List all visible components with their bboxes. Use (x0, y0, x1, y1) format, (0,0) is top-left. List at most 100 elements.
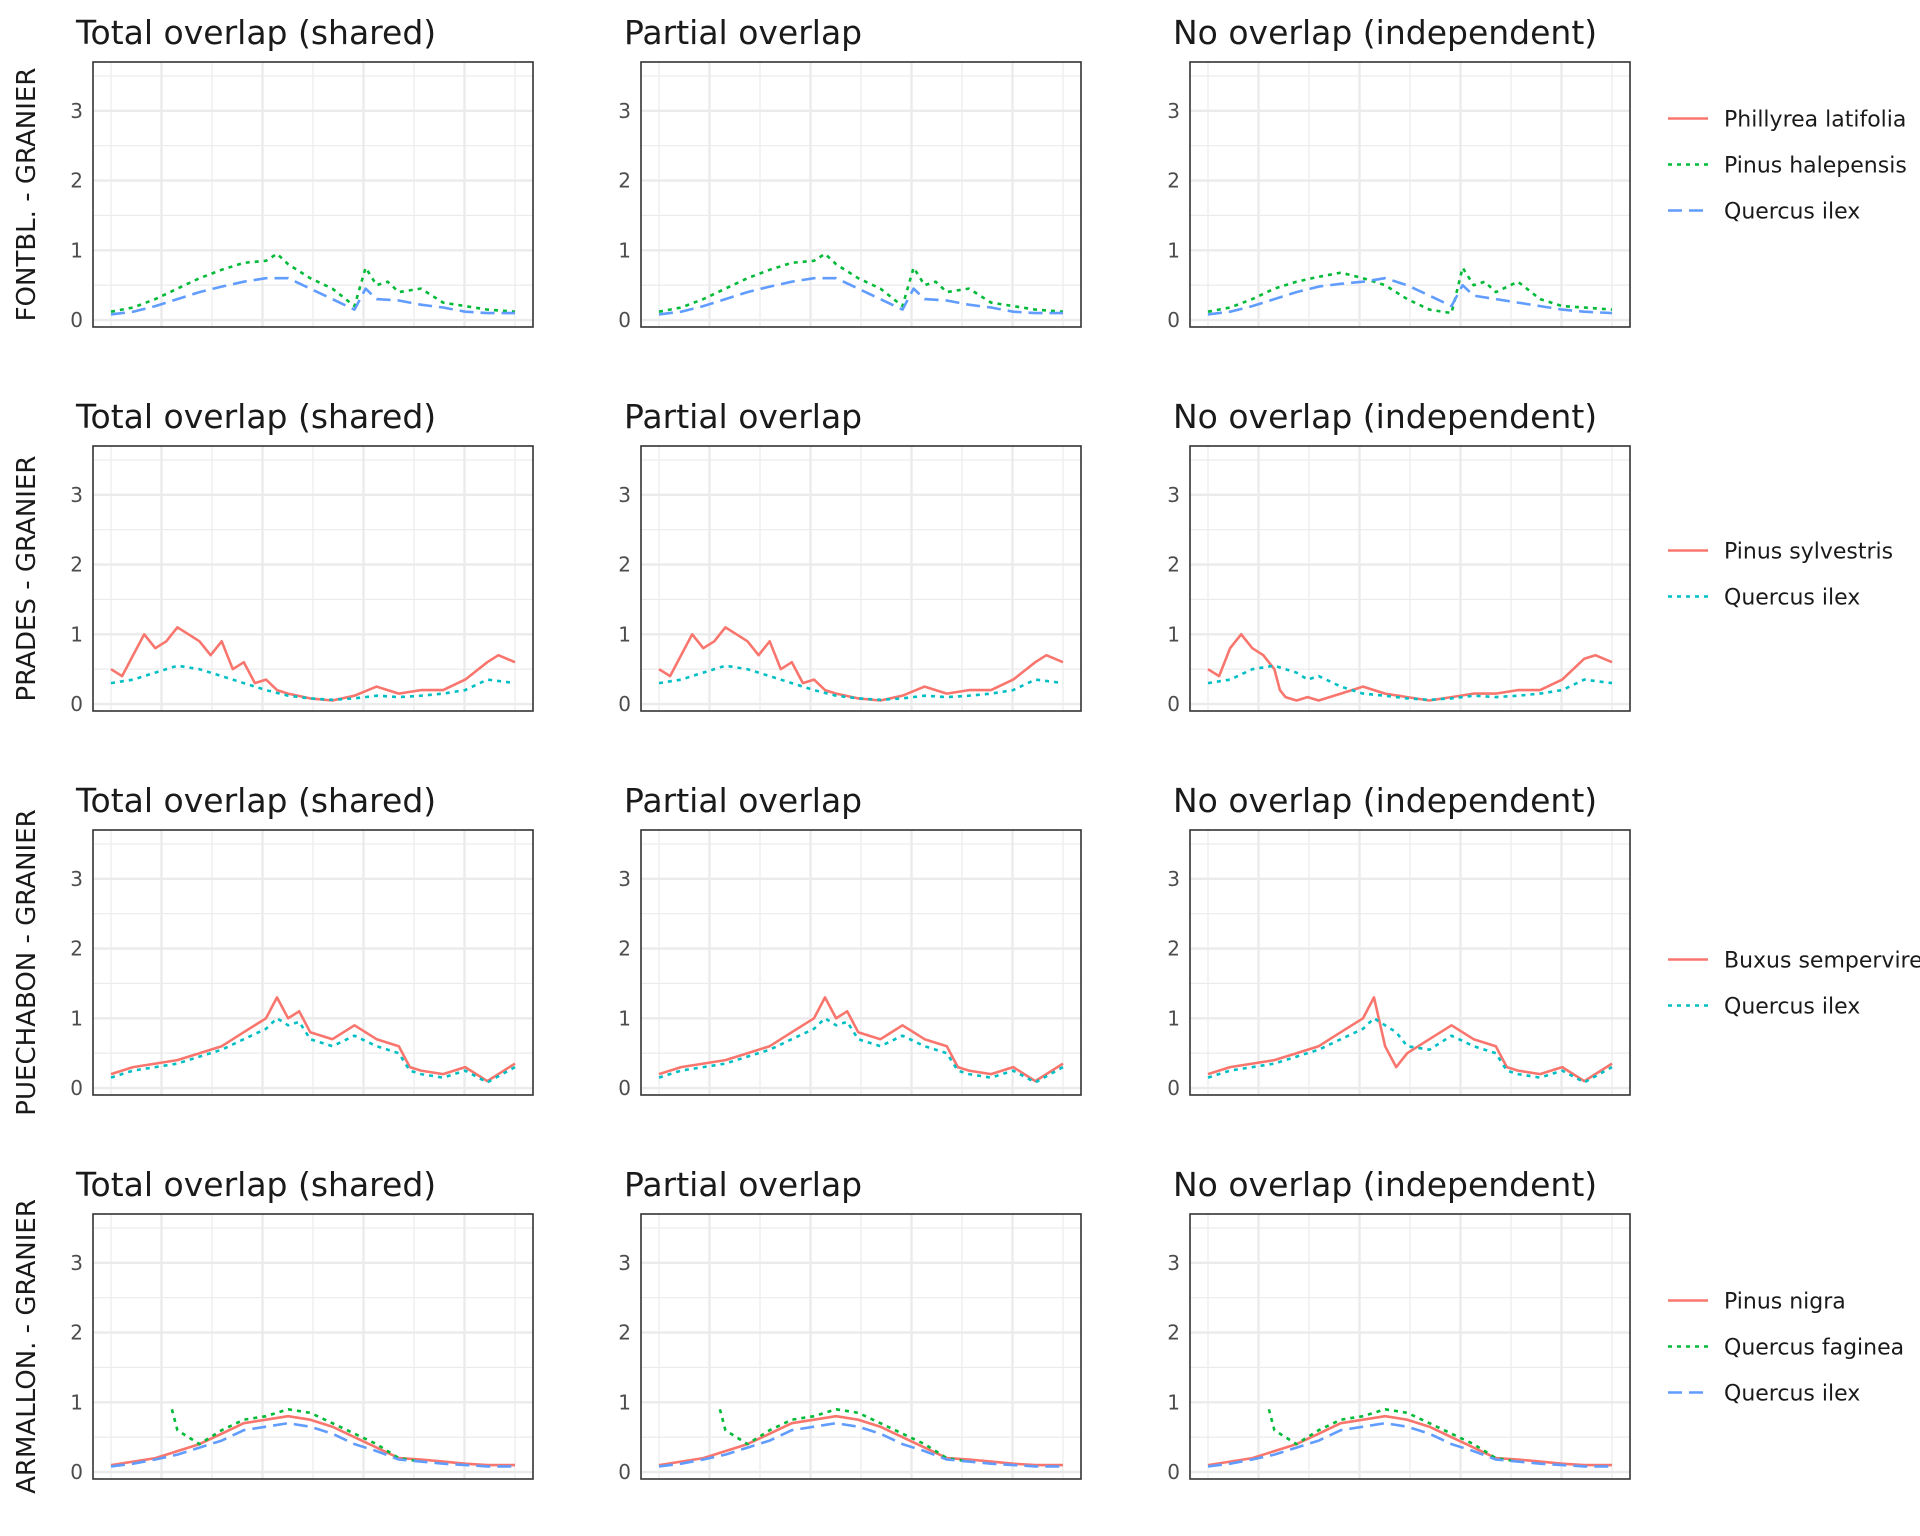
panel-title: Total overlap (shared) (75, 397, 436, 436)
panel-border (1189, 1213, 1631, 1480)
y-tick-label: 2 (618, 1321, 631, 1345)
y-tick-label: 0 (618, 1460, 631, 1484)
y-tick-label: 1 (618, 1006, 631, 1030)
panel-title: Total overlap (shared) (75, 1165, 436, 1204)
series-line (1207, 276, 1613, 316)
legend-label: Pinus nigra (1724, 1290, 1846, 1315)
facet-panel: No overlap (independent) 0 1 2 3 (1167, 13, 1631, 332)
panel-border (640, 61, 1082, 328)
panel-title: No overlap (independent) (1173, 397, 1597, 436)
series-line (1207, 1414, 1612, 1467)
y-tick-label: 1 (1167, 1390, 1180, 1414)
y-tick-label: 0 (618, 308, 631, 332)
panel-border (92, 61, 534, 328)
y-tick-label: 3 (618, 483, 631, 507)
series-line (658, 996, 1064, 1083)
series-line (1207, 996, 1613, 1083)
y-tick-label: 0 (1167, 1076, 1180, 1100)
legend: Buxus sempervirens Quercus ilex (1668, 949, 1920, 1020)
legend-label: Pinus halepensis (1724, 154, 1907, 179)
series-line (658, 1016, 1064, 1084)
facet-panel: Total overlap (shared) 0 1 2 3 (70, 1165, 534, 1484)
panel-border (1189, 445, 1631, 712)
y-tick-label: 1 (618, 622, 631, 646)
y-tick-label: 2 (618, 553, 631, 577)
y-tick-label: 3 (1167, 867, 1180, 891)
y-tick-label: 0 (70, 692, 83, 716)
series-line (110, 276, 515, 316)
legend-label: Phillyrea latifolia (1724, 108, 1906, 133)
y-tick-label: 0 (70, 1460, 83, 1484)
y-tick-label: 1 (1167, 622, 1180, 646)
y-tick-label: 1 (70, 238, 83, 262)
y-tick-label: 1 (70, 1390, 83, 1414)
y-tick-label: 3 (70, 99, 83, 123)
panel-border (1189, 61, 1631, 328)
legend: Phillyrea latifolia Pinus halepensis Querc… (1668, 108, 1907, 225)
y-tick-label: 3 (618, 867, 631, 891)
series-line (658, 252, 1064, 313)
series-line (718, 1408, 970, 1463)
panel-border (640, 445, 1082, 712)
row-label: ARMALLON. - GRANIER (12, 1199, 42, 1494)
series-line (110, 252, 516, 313)
y-tick-label: 0 (618, 1076, 631, 1100)
series-line (170, 1408, 422, 1463)
panel-border (640, 1213, 1082, 1480)
panel-border (1189, 829, 1631, 1096)
facet-panel: No overlap (independent) 0 1 2 3 (1167, 397, 1631, 716)
panel-title: Partial overlap (624, 13, 862, 52)
facet-panel: Partial overlap 0 1 2 3 (618, 1165, 1082, 1484)
panel-title: Partial overlap (624, 397, 862, 436)
y-tick-label: 3 (70, 483, 83, 507)
row-label: PRADES - GRANIER (12, 456, 42, 702)
y-tick-label: 3 (618, 1251, 631, 1275)
series-line (110, 1016, 516, 1084)
series-line (1207, 1016, 1613, 1084)
y-tick-label: 0 (1167, 692, 1180, 716)
y-tick-label: 2 (1167, 1321, 1180, 1345)
y-tick-label: 2 (70, 553, 83, 577)
series-line (1207, 266, 1613, 315)
series-line (1207, 1421, 1612, 1468)
series-line (658, 1421, 1063, 1468)
legend: Pinus sylvestris Quercus ilex (1668, 540, 1893, 611)
y-tick-label: 2 (618, 937, 631, 961)
y-tick-label: 3 (1167, 1251, 1180, 1275)
y-tick-label: 3 (70, 867, 83, 891)
legend-label: Quercus ilex (1724, 200, 1860, 225)
facet-panel: Total overlap (shared) 0 1 2 3 (70, 781, 534, 1100)
facet-panel: No overlap (independent) 0 1 2 3 (1167, 1165, 1631, 1484)
y-tick-label: 2 (1167, 937, 1180, 961)
series-line (1267, 1408, 1519, 1463)
y-tick-label: 0 (1167, 1460, 1180, 1484)
y-tick-label: 0 (618, 692, 631, 716)
panel-title: Total overlap (shared) (75, 781, 436, 820)
legend-label: Quercus ilex (1724, 1382, 1860, 1407)
y-tick-label: 2 (70, 937, 83, 961)
series-line (658, 625, 1064, 702)
y-tick-label: 2 (1167, 169, 1180, 193)
facet-panel: No overlap (independent) 0 1 2 3 (1167, 781, 1631, 1100)
series-line (110, 1421, 515, 1468)
panel-border (92, 1213, 534, 1480)
panel-title: Partial overlap (624, 1165, 862, 1204)
y-tick-label: 2 (618, 169, 631, 193)
facet-panel: Total overlap (shared) 0 1 2 3 (70, 397, 534, 716)
y-tick-label: 1 (70, 1006, 83, 1030)
facet-panel: Partial overlap 0 1 2 3 (618, 13, 1082, 332)
facet-panel: Partial overlap 0 1 2 3 (618, 781, 1082, 1100)
y-tick-label: 1 (618, 238, 631, 262)
y-tick-label: 2 (70, 1321, 83, 1345)
row-label: PUECHABON - GRANIER (12, 809, 42, 1115)
y-tick-label: 1 (618, 1390, 631, 1414)
panel-title: Total overlap (shared) (75, 13, 436, 52)
panel-title: Partial overlap (624, 781, 862, 820)
panel-border (92, 829, 534, 1096)
legend-label: Quercus faginea (1724, 1336, 1904, 1361)
legend-label: Buxus sempervirens (1724, 949, 1920, 974)
facet-panel: Total overlap (shared) 0 1 2 3 (70, 13, 534, 332)
y-tick-label: 1 (70, 622, 83, 646)
y-tick-label: 0 (70, 308, 83, 332)
